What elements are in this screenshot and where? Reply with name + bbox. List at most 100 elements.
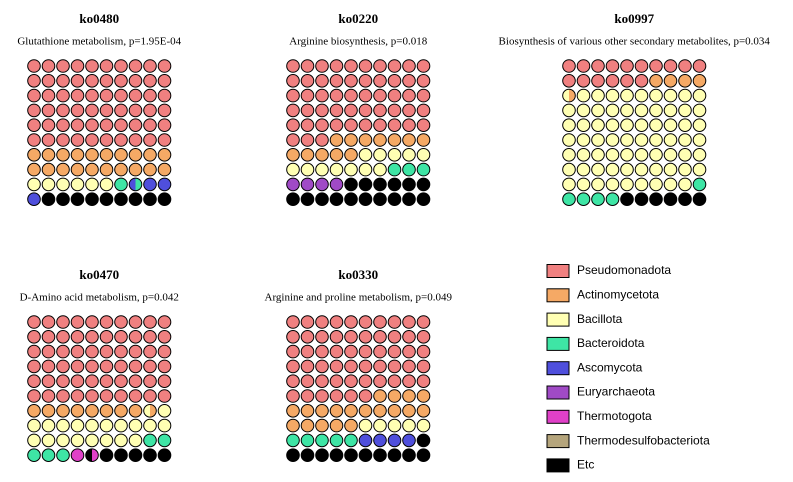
waffle-cell xyxy=(42,178,55,191)
waffle-cell xyxy=(27,89,41,102)
cell-outline xyxy=(128,404,143,418)
waffle-cell xyxy=(315,389,329,403)
cell-outline xyxy=(99,118,114,132)
waffle-cell xyxy=(158,330,171,344)
cell-outline xyxy=(41,359,56,374)
cell-outline xyxy=(605,177,620,192)
cell-outline xyxy=(373,418,387,433)
cell-outline xyxy=(358,389,373,403)
cell-outline xyxy=(70,330,85,344)
cell-outline xyxy=(85,389,99,403)
cell-outline xyxy=(286,418,300,433)
cell-outline xyxy=(358,88,373,103)
cell-outline xyxy=(143,133,157,147)
cell-outline xyxy=(70,448,85,463)
waffle-cell xyxy=(315,434,329,447)
waffle-cell xyxy=(344,89,358,102)
cell-outline xyxy=(41,59,56,73)
cell-outline xyxy=(300,133,315,147)
cell-outline xyxy=(70,433,85,448)
cell-outline xyxy=(373,448,387,463)
waffle-cell xyxy=(330,360,343,373)
cell-outline xyxy=(678,148,692,162)
cell-outline xyxy=(373,162,387,177)
waffle-cell xyxy=(71,330,84,344)
cell-outline xyxy=(27,162,41,177)
waffle-cell xyxy=(143,360,157,373)
cell-outline xyxy=(56,103,70,118)
cell-outline xyxy=(344,103,358,118)
cell-outline xyxy=(85,433,99,448)
waffle-cell xyxy=(373,434,387,447)
waffle-cell xyxy=(114,192,128,206)
cell-outline xyxy=(157,192,172,206)
waffle-cell xyxy=(71,419,84,432)
cell-outline xyxy=(358,330,373,344)
cell-outline xyxy=(329,59,344,73)
cell-outline xyxy=(692,133,707,147)
cell-outline xyxy=(286,344,300,359)
cell-outline xyxy=(41,103,56,118)
waffle-cell xyxy=(301,330,314,344)
waffle-cell xyxy=(129,133,142,147)
cell-outline xyxy=(402,448,416,463)
waffle-cell xyxy=(606,59,619,73)
cell-outline xyxy=(591,74,605,88)
cell-outline xyxy=(692,162,707,177)
cell-outline xyxy=(143,74,157,88)
waffle-cell xyxy=(620,118,634,132)
waffle-cell xyxy=(27,448,41,462)
cell-outline xyxy=(128,88,143,103)
cell-outline xyxy=(678,162,692,177)
waffle-cell xyxy=(56,59,70,73)
cell-outline xyxy=(387,192,402,206)
waffle-cell xyxy=(301,404,314,418)
cell-outline xyxy=(649,192,663,206)
cell-outline xyxy=(315,162,329,177)
waffle-cell xyxy=(577,59,590,73)
waffle-cell xyxy=(620,192,634,206)
cell-outline xyxy=(27,344,41,359)
cell-outline xyxy=(85,315,99,329)
cell-outline xyxy=(678,103,692,118)
cell-outline xyxy=(157,133,172,147)
cell-outline xyxy=(157,88,172,103)
cell-outline xyxy=(300,103,315,118)
cell-outline xyxy=(344,177,358,192)
cell-outline xyxy=(157,330,172,344)
waffle-cell xyxy=(620,178,634,191)
waffle-cell xyxy=(620,104,634,117)
cell-outline xyxy=(402,118,416,132)
cell-outline xyxy=(344,88,358,103)
waffle-cell xyxy=(344,192,358,206)
cell-outline xyxy=(41,133,56,147)
waffle-cell xyxy=(71,315,84,329)
waffle-cell xyxy=(143,104,157,117)
cell-outline xyxy=(27,133,41,147)
waffle-cell xyxy=(388,434,401,447)
waffle-cell xyxy=(315,148,329,162)
waffle-cell xyxy=(129,59,142,73)
cell-outline xyxy=(27,148,41,162)
cell-outline xyxy=(70,88,85,103)
cell-outline xyxy=(634,103,649,118)
waffle-cell xyxy=(417,133,430,147)
cell-outline xyxy=(358,59,373,73)
waffle-cell xyxy=(71,133,84,147)
cell-outline xyxy=(286,88,300,103)
cell-outline xyxy=(416,418,431,433)
waffle-cell xyxy=(649,59,663,73)
waffle-cell xyxy=(100,74,113,88)
waffle-cell xyxy=(330,448,343,462)
cell-outline xyxy=(27,389,41,403)
legend-label: Thermodesulfobacteriota xyxy=(577,433,710,447)
waffle-cell xyxy=(402,330,416,344)
waffle-cell xyxy=(417,389,430,403)
waffle-cell xyxy=(359,434,372,447)
waffle-cell xyxy=(56,148,70,162)
waffle-cell xyxy=(301,74,314,88)
cell-outline xyxy=(56,448,70,463)
waffle-cell xyxy=(158,448,171,462)
cell-outline xyxy=(41,88,56,103)
waffle-cell xyxy=(71,345,84,358)
